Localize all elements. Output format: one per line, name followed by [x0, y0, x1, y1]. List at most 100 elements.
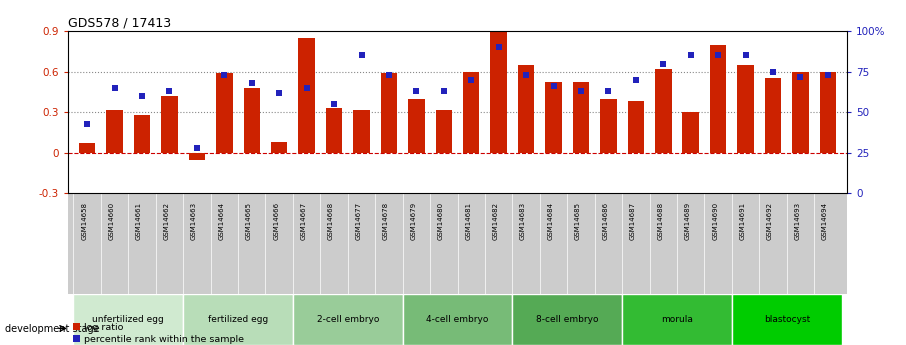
Bar: [820, 72, 836, 153]
Text: GSM14680: GSM14680: [438, 201, 444, 240]
Point: [519, 72, 534, 78]
Point: [711, 53, 726, 58]
Bar: [217, 73, 233, 153]
Point: [573, 88, 588, 94]
Bar: [402, 295, 513, 345]
Text: GDS578 / 17413: GDS578 / 17413: [68, 17, 171, 30]
Bar: [271, 142, 287, 153]
Point: [464, 77, 478, 82]
Bar: [244, 88, 260, 153]
Text: GSM14692: GSM14692: [767, 201, 773, 239]
Bar: [682, 112, 699, 153]
Text: GSM14665: GSM14665: [246, 201, 252, 239]
Text: GSM14681: GSM14681: [466, 201, 471, 240]
Text: GSM14658: GSM14658: [82, 201, 87, 239]
Text: GSM14661: GSM14661: [136, 201, 142, 240]
Point: [491, 45, 506, 50]
Bar: [622, 295, 732, 345]
Text: GSM14683: GSM14683: [520, 201, 526, 240]
Text: unfertilized egg: unfertilized egg: [92, 315, 164, 324]
Point: [354, 53, 369, 58]
Bar: [600, 99, 617, 153]
Text: development stage: development stage: [5, 325, 99, 334]
Bar: [79, 144, 95, 153]
Bar: [381, 73, 397, 153]
Point: [546, 83, 561, 89]
Bar: [490, 31, 507, 153]
Point: [437, 88, 451, 94]
Text: 2-cell embryo: 2-cell embryo: [316, 315, 379, 324]
Bar: [293, 295, 402, 345]
Point: [107, 85, 121, 91]
Bar: [628, 101, 644, 153]
Bar: [134, 115, 150, 153]
Text: GSM14663: GSM14663: [191, 201, 197, 240]
Bar: [436, 109, 452, 153]
Bar: [765, 78, 781, 153]
Point: [245, 80, 259, 86]
Text: GSM14690: GSM14690: [712, 201, 718, 240]
Text: GSM14662: GSM14662: [163, 201, 169, 239]
Bar: [188, 153, 205, 160]
Point: [327, 101, 342, 107]
Text: 4-cell embryo: 4-cell embryo: [427, 315, 488, 324]
Point: [135, 93, 149, 99]
Text: GSM14660: GSM14660: [109, 201, 114, 240]
Bar: [408, 99, 425, 153]
Point: [738, 53, 753, 58]
Bar: [183, 295, 293, 345]
Bar: [513, 295, 622, 345]
Text: GSM14668: GSM14668: [328, 201, 334, 240]
Bar: [545, 82, 562, 153]
Bar: [737, 65, 754, 153]
Bar: [792, 72, 809, 153]
Text: fertilized egg: fertilized egg: [207, 315, 268, 324]
Text: GSM14691: GSM14691: [739, 201, 746, 240]
Point: [821, 72, 835, 78]
Text: GSM14677: GSM14677: [355, 201, 361, 240]
Bar: [573, 82, 589, 153]
Point: [162, 88, 177, 94]
Text: 8-cell embryo: 8-cell embryo: [536, 315, 599, 324]
Point: [410, 88, 424, 94]
Bar: [161, 96, 178, 153]
Text: GSM14664: GSM14664: [218, 201, 225, 239]
Point: [381, 72, 396, 78]
Bar: [73, 295, 183, 345]
Text: GSM14685: GSM14685: [575, 201, 581, 239]
Text: GSM14688: GSM14688: [657, 201, 663, 240]
Bar: [106, 109, 123, 153]
Text: GSM14687: GSM14687: [630, 201, 636, 240]
Text: GSM14682: GSM14682: [493, 201, 498, 239]
Text: GSM14694: GSM14694: [822, 201, 828, 239]
Point: [656, 61, 670, 66]
Point: [794, 74, 808, 79]
Bar: [353, 109, 370, 153]
Text: GSM14666: GSM14666: [274, 201, 279, 240]
Point: [189, 145, 204, 151]
Bar: [655, 69, 671, 153]
Text: GSM14693: GSM14693: [795, 201, 801, 240]
Point: [299, 85, 313, 91]
Bar: [710, 45, 727, 153]
Text: GSM14684: GSM14684: [547, 201, 554, 239]
Point: [766, 69, 780, 75]
Point: [272, 90, 286, 96]
Point: [629, 77, 643, 82]
Text: GSM14678: GSM14678: [383, 201, 389, 240]
Legend: log ratio, percentile rank within the sample: log ratio, percentile rank within the sa…: [72, 323, 244, 344]
Bar: [463, 72, 479, 153]
Text: morula: morula: [661, 315, 693, 324]
Point: [217, 72, 232, 78]
Text: GSM14686: GSM14686: [602, 201, 609, 240]
Text: blastocyst: blastocyst: [764, 315, 810, 324]
Bar: [732, 295, 842, 345]
Point: [80, 121, 94, 126]
Text: GSM14689: GSM14689: [685, 201, 690, 240]
Point: [683, 53, 698, 58]
Bar: [326, 108, 342, 153]
Text: GSM14667: GSM14667: [301, 201, 306, 240]
Point: [602, 88, 616, 94]
Bar: [518, 65, 535, 153]
Bar: [298, 38, 315, 153]
